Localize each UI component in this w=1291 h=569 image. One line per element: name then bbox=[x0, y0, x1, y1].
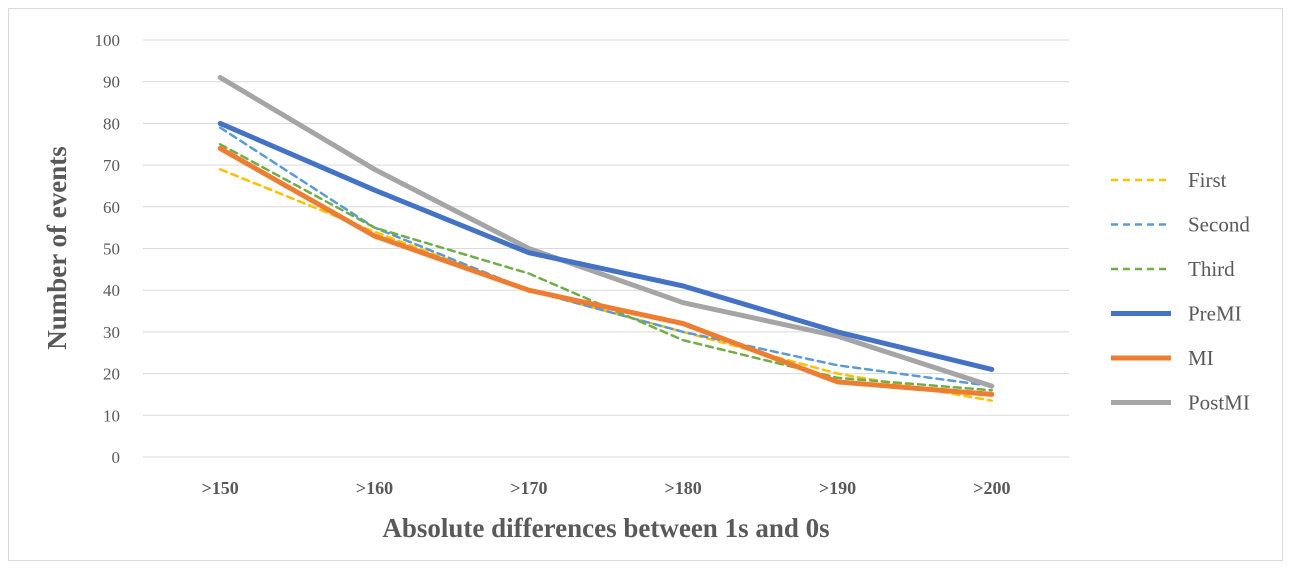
x-tick-label: >190 bbox=[819, 478, 856, 498]
y-tick-label: 70 bbox=[103, 156, 120, 175]
legend-label-second: Second bbox=[1188, 213, 1250, 237]
y-tick-label: 100 bbox=[95, 31, 121, 50]
legend-label-third: Third bbox=[1188, 257, 1235, 281]
y-tick-label: 10 bbox=[103, 406, 120, 425]
legend-label-premi: PreMI bbox=[1188, 302, 1242, 326]
chart-frame bbox=[8, 8, 1283, 561]
y-tick-label: 20 bbox=[103, 365, 120, 384]
y-axis-ticks: 0 10 20 30 40 50 60 70 80 90 100 bbox=[95, 31, 121, 467]
x-tick-label: >150 bbox=[202, 478, 239, 498]
x-axis-title: Absolute differences between 1s and 0s bbox=[382, 513, 829, 543]
y-tick-label: 0 bbox=[112, 448, 121, 467]
y-tick-label: 90 bbox=[103, 73, 120, 92]
x-tick-label: >200 bbox=[973, 478, 1010, 498]
y-tick-label: 60 bbox=[103, 198, 120, 217]
series-line-mi bbox=[217, 145, 995, 397]
legend: First Second Third PreMI MI PostMI bbox=[1111, 168, 1250, 415]
x-tick-label: >170 bbox=[510, 478, 547, 498]
legend-label-postmi: PostMI bbox=[1188, 391, 1250, 415]
y-tick-label: 30 bbox=[103, 323, 120, 342]
series-lines bbox=[217, 75, 995, 402]
gridlines bbox=[143, 39, 1069, 458]
x-tick-label: >180 bbox=[665, 478, 702, 498]
series-line-premi bbox=[217, 120, 995, 372]
x-tick-label: >160 bbox=[356, 478, 393, 498]
y-tick-label: 50 bbox=[103, 240, 120, 259]
x-axis-ticks: >150 >160 >170 >180 >190 >200 bbox=[202, 478, 1011, 498]
y-tick-label: 80 bbox=[103, 114, 120, 133]
y-axis-title: Number of events bbox=[42, 146, 72, 349]
legend-label-mi: MI bbox=[1188, 346, 1214, 370]
series-line-postmi bbox=[217, 75, 995, 389]
legend-label-first: First bbox=[1188, 168, 1227, 192]
y-tick-label: 40 bbox=[103, 281, 120, 300]
